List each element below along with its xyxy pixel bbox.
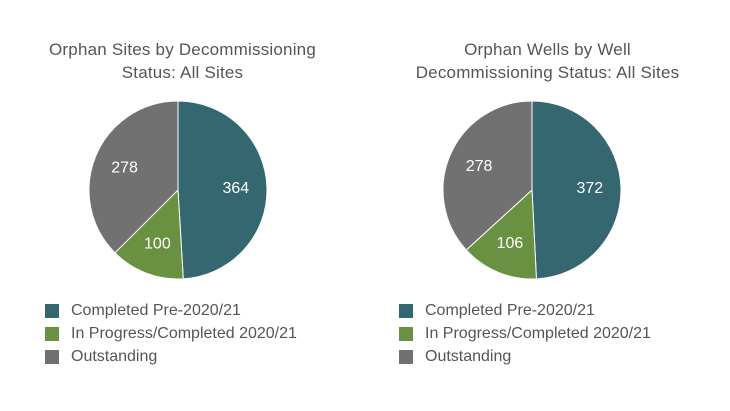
chart-title-line-1: Orphan Sites by Decommissioning [49,40,316,59]
data-label-in-progress: 100 [144,236,171,253]
chart-title-line-2: Status: All Sites [121,63,244,82]
chart-panel-sites: Orphan Sites by Decommissioning Status: … [0,38,365,369]
slice-in-progress [114,188,184,280]
pie-chart-wells: 372 106 278 [442,100,622,280]
legend-item-completed-pre: Completed Pre-2020/21 [45,300,297,322]
slice-in-progress [465,188,537,280]
legend-swatch [399,327,413,341]
legend-item-in-progress: In Progress/Completed 2020/21 [399,323,651,345]
slice-completed-pre [177,100,268,280]
chart-panel-wells: Orphan Wells by Well Decommissioning Sta… [365,0,730,411]
legend: Completed Pre-2020/21 In Progress/Comple… [45,300,297,369]
legend: Completed Pre-2020/21 In Progress/Comple… [399,300,651,369]
legend-item-outstanding: Outstanding [45,346,297,368]
chart-title-line-2: Decommissioning Status: All Sites [415,63,680,82]
legend-item-in-progress: In Progress/Completed 2020/21 [45,323,297,345]
legend-label: In Progress/Completed 2020/21 [71,325,297,342]
slice-outstanding [88,100,179,254]
legend-label: Outstanding [425,348,512,365]
slice-outstanding [442,100,533,251]
legend-swatch [45,327,59,341]
legend-label: In Progress/Completed 2020/21 [425,325,651,342]
legend-label: Completed Pre-2020/21 [71,302,241,319]
chart-title: Orphan Wells by Well Decommissioning Sta… [365,38,730,84]
legend-swatch [399,304,413,318]
legend-label: Completed Pre-2020/21 [425,302,595,319]
data-label-completed-pre: 372 [576,180,603,197]
legend-label: Outstanding [71,348,158,365]
pie-chart-sites: 364 100 278 [88,100,268,280]
data-label-outstanding: 278 [111,159,138,176]
data-label-outstanding: 278 [466,158,493,175]
legend-swatch [45,350,59,364]
legend-swatch [399,350,413,364]
legend-swatch [45,304,59,318]
chart-title: Orphan Sites by Decommissioning Status: … [0,38,365,84]
data-label-in-progress: 106 [497,235,524,252]
chart-title-line-1: Orphan Wells by Well [464,40,631,59]
slice-completed-pre [531,100,622,280]
legend-item-outstanding: Outstanding [399,346,651,368]
data-label-completed-pre: 364 [222,180,249,197]
legend-item-completed-pre: Completed Pre-2020/21 [399,300,651,322]
